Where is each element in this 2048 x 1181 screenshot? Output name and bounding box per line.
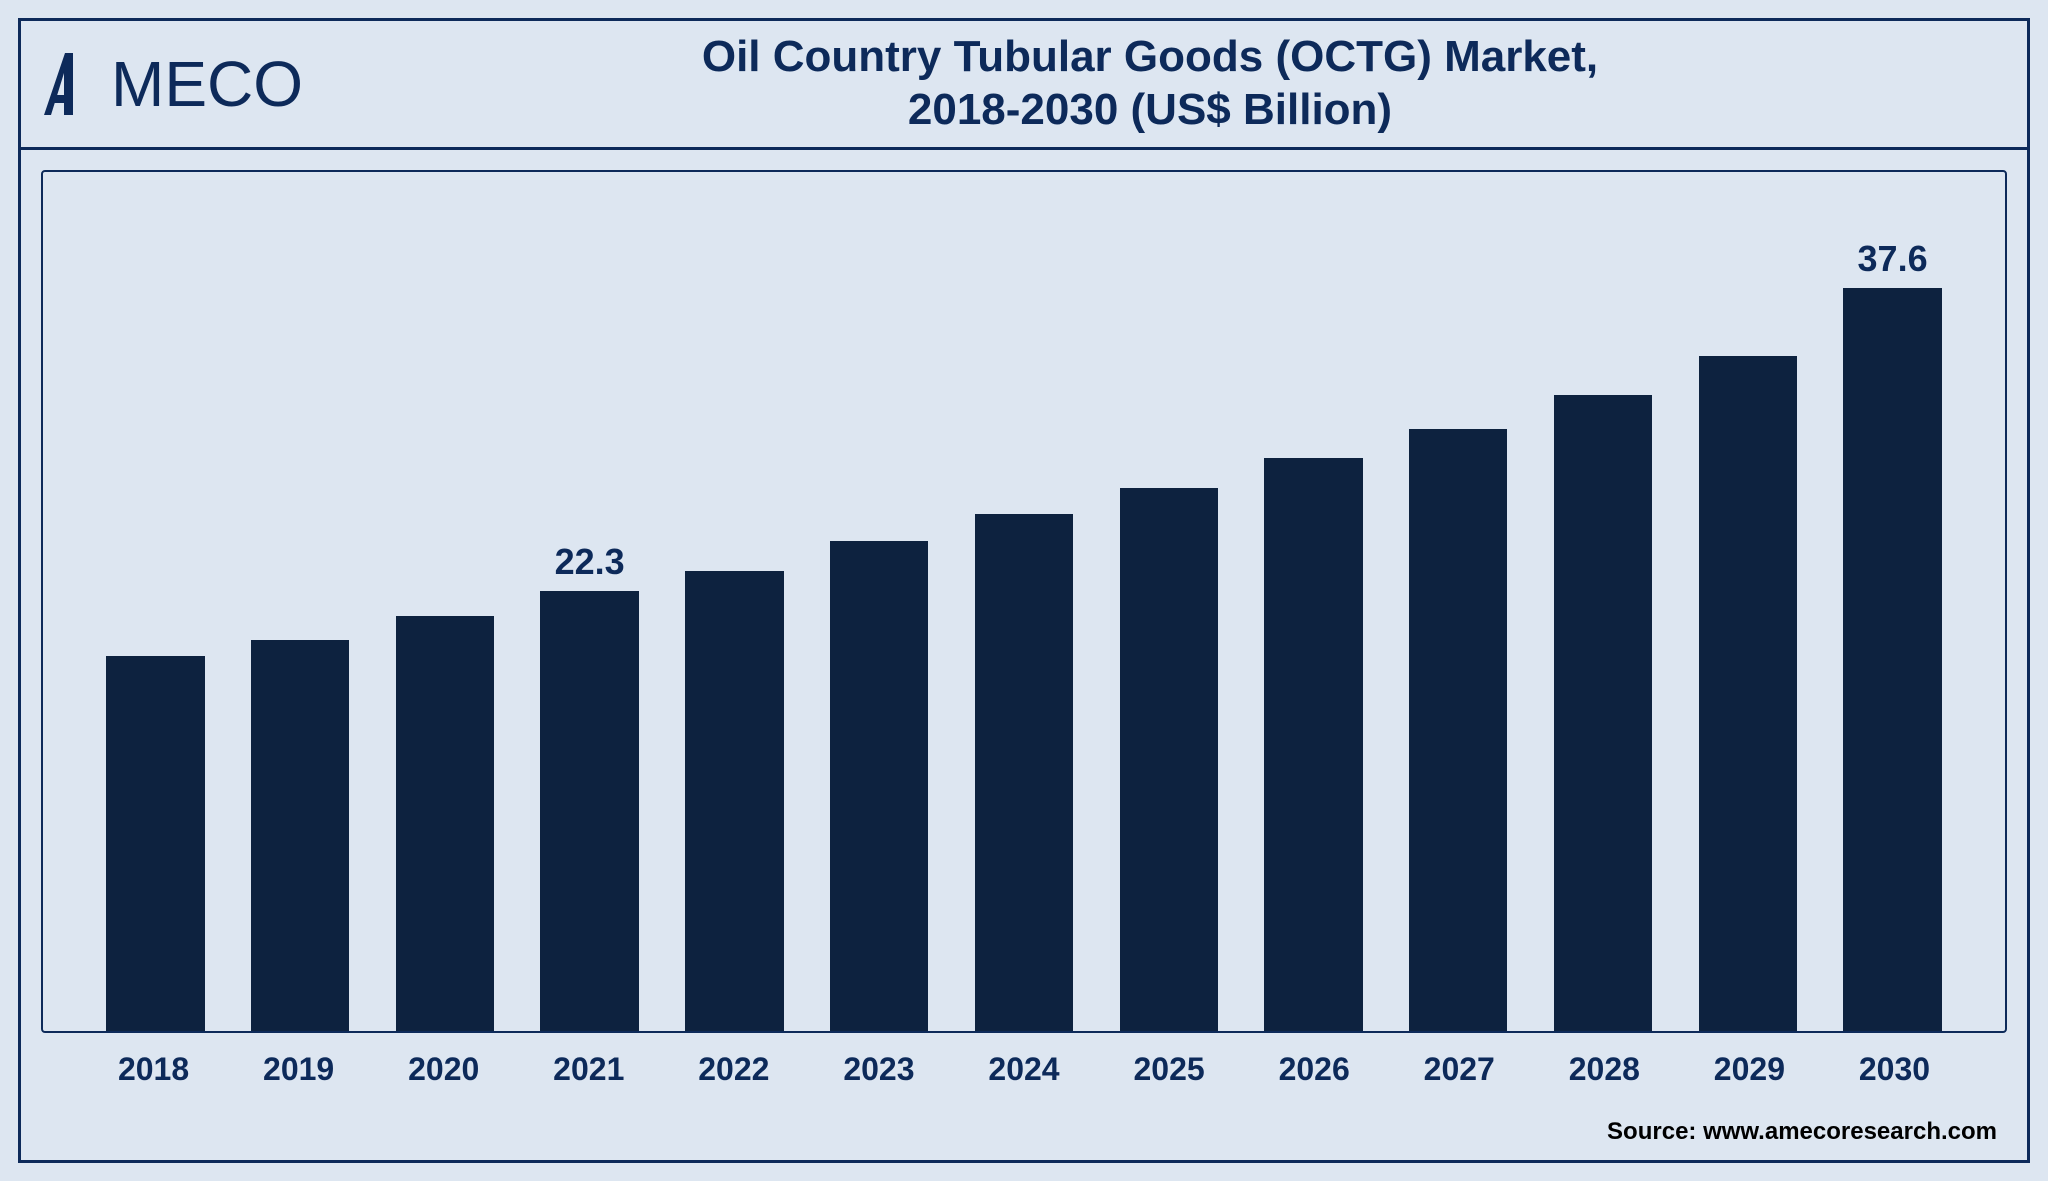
bar-value-label: 22.3 [555, 541, 625, 583]
title-line-1: Oil Country Tubular Goods (OCTG) Market, [303, 31, 1997, 84]
bar-col [1096, 202, 1241, 1031]
bar [396, 616, 494, 1031]
bar-col [952, 202, 1097, 1031]
bar [685, 571, 783, 1031]
x-axis-label: 2024 [951, 1051, 1096, 1088]
bar [1409, 429, 1507, 1031]
brand-logo: MECO [41, 47, 303, 121]
bar-col [1531, 202, 1676, 1031]
x-axis-label: 2030 [1822, 1051, 1967, 1088]
chart-body: 22.337.6 2018201920202021202220232024202… [21, 150, 2027, 1160]
x-axis-label: 2019 [226, 1051, 371, 1088]
x-axis-label: 2027 [1387, 1051, 1532, 1088]
plot-area: 22.3 37.6 [41, 170, 2007, 1033]
x-axis-label: 2029 [1677, 1051, 1822, 1088]
bar [251, 640, 349, 1031]
x-axis-label: 2018 [81, 1051, 226, 1088]
bar-col [1386, 202, 1531, 1031]
bar-col: 22.3 [517, 202, 662, 1031]
title-line-2: 2018-2030 (US$ Billion) [303, 84, 1997, 137]
bar-col [1241, 202, 1386, 1031]
bar-value-label: 37.6 [1858, 238, 1928, 280]
x-axis-label: 2028 [1532, 1051, 1677, 1088]
bar [540, 591, 638, 1031]
x-axis-label: 2021 [516, 1051, 661, 1088]
logo-a-glyph-icon [41, 49, 111, 119]
bar [1264, 458, 1362, 1031]
bar-col [373, 202, 518, 1031]
bar [975, 514, 1073, 1031]
bar-col: 37.6 [1820, 202, 1965, 1031]
bar [1843, 288, 1941, 1031]
x-axis-label: 2023 [806, 1051, 951, 1088]
bar-col [807, 202, 952, 1031]
chart-header: MECO Oil Country Tubular Goods (OCTG) Ma… [21, 21, 2027, 150]
x-axis-label: 2025 [1097, 1051, 1242, 1088]
x-axis-label: 2022 [661, 1051, 806, 1088]
bar [106, 656, 204, 1031]
bar [1554, 395, 1652, 1031]
bar [1120, 488, 1218, 1031]
chart-title: Oil Country Tubular Goods (OCTG) Market,… [303, 31, 1997, 137]
bar-col [662, 202, 807, 1031]
x-axis-label: 2026 [1242, 1051, 1387, 1088]
bar-col [1675, 202, 1820, 1031]
logo-text: MECO [111, 47, 303, 121]
bar [1699, 356, 1797, 1031]
source-attribution: Source: www.amecoresearch.com [41, 1118, 2007, 1150]
bar-col [228, 202, 373, 1031]
bar-col [83, 202, 228, 1031]
x-axis-labels: 2018201920202021202220232024202520262027… [41, 1033, 2007, 1118]
bar [830, 541, 928, 1031]
chart-frame: MECO Oil Country Tubular Goods (OCTG) Ma… [18, 18, 2030, 1163]
x-axis-label: 2020 [371, 1051, 516, 1088]
